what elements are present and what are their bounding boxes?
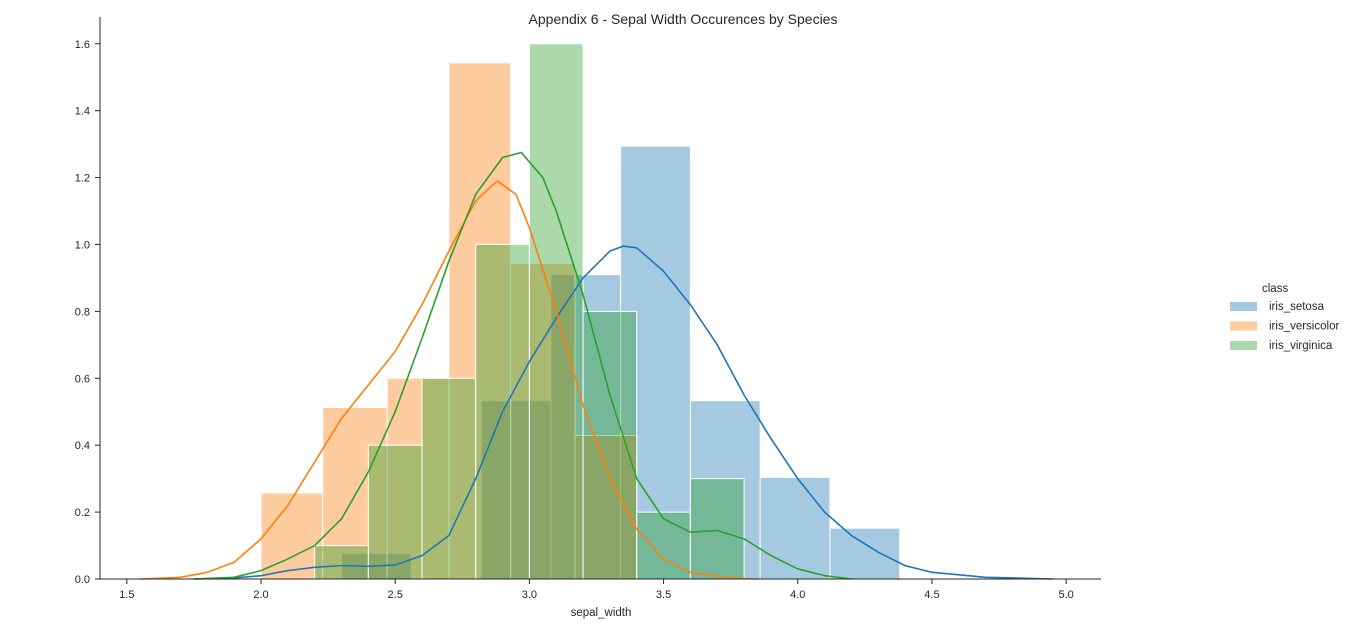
x-tick-label-2.5: 2.5	[388, 589, 403, 601]
bar-iris_versicolor-2	[386, 377, 450, 580]
legend-label-iris_versicolor: iris_versicolor	[1269, 321, 1339, 333]
bar-iris_versicolor-4	[510, 263, 576, 580]
kde-line-iris_setosa	[193, 245, 1053, 580]
y-tick-label-1.0: 1.0	[75, 239, 90, 251]
legend: class iris_setosa iris_versicolor iris_vir…	[1230, 283, 1339, 352]
y-tick-label-1.6: 1.6	[75, 39, 90, 51]
y-tick-label-1.4: 1.4	[75, 106, 90, 118]
kde-layer	[140, 151, 1053, 580]
kde-line-iris_virginica	[193, 151, 852, 580]
bar-iris_virginica-3	[475, 243, 530, 580]
bar-iris_setosa-2	[480, 400, 552, 580]
x-tick-label-2.0: 2.0	[253, 589, 268, 601]
legend-swatch-iris_virginica	[1230, 341, 1257, 350]
bar-iris_setosa-5	[689, 400, 761, 580]
legend-items: iris_setosa iris_versicolor iris_virginica	[1230, 301, 1339, 352]
y-tick-label-0.6: 0.6	[75, 373, 90, 385]
y-tick-label-1.2: 1.2	[75, 173, 90, 185]
legend-title: class	[1262, 283, 1288, 295]
y-tick-label-0.4: 0.4	[75, 440, 90, 452]
x-tick-label-1.5: 1.5	[119, 589, 134, 601]
bar-iris_virginica-0	[314, 545, 369, 580]
legend-label-iris_setosa: iris_setosa	[1269, 301, 1325, 313]
legend-swatch-iris_versicolor	[1230, 321, 1257, 331]
y-tick-label-0.2: 0.2	[75, 507, 90, 519]
y-tick-label-0.0: 0.0	[75, 574, 90, 586]
bar-iris_setosa-7	[829, 527, 901, 580]
bar-iris_virginica-1	[367, 444, 423, 580]
legend-swatch-iris_setosa	[1230, 302, 1257, 311]
bar-iris_setosa-6	[759, 476, 831, 580]
bar-iris_virginica-7	[689, 478, 745, 580]
x-tick-label-3.0: 3.0	[522, 589, 537, 601]
bar-iris_virginica-5	[582, 310, 638, 580]
axes-layer: 1.5 2.0 2.5 3.0 3.5 4.0 4.5 5.0 0.0 0.2 0.4 0.6 0.8 1…	[75, 17, 1101, 601]
bar-iris_virginica-2	[421, 377, 477, 580]
x-tick-label-5.0: 5.0	[1058, 589, 1073, 601]
x-axis-label: sepal_width	[571, 607, 632, 619]
y-tick-label-0.8: 0.8	[75, 306, 90, 318]
bars-layer	[260, 43, 901, 580]
chart-title: Appendix 6 - Sepal Width Occurences by S…	[529, 11, 838, 27]
x-tick-label-3.5: 3.5	[656, 589, 671, 601]
x-tick-label-4.0: 4.0	[790, 589, 805, 601]
legend-label-iris_virginica: iris_virginica	[1269, 340, 1333, 352]
bar-iris_versicolor-0	[260, 492, 324, 580]
x-tick-label-4.5: 4.5	[924, 589, 939, 601]
